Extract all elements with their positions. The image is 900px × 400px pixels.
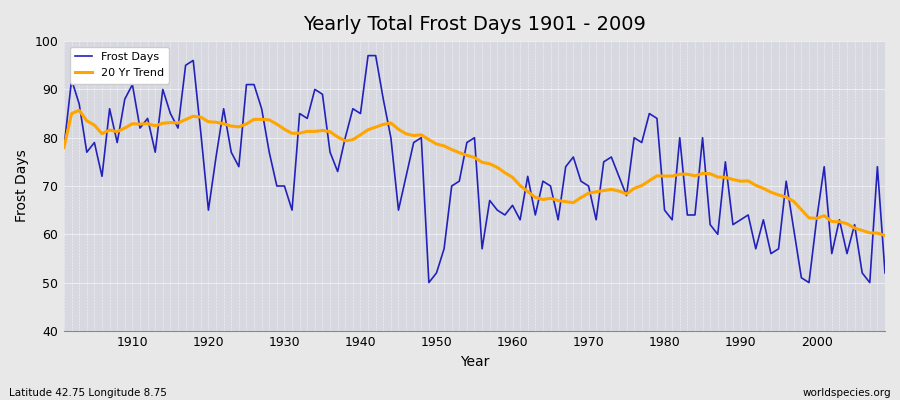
Y-axis label: Frost Days: Frost Days [15,150,29,222]
Frost Days [614,174,625,179]
20 Yr Trend [58,145,69,150]
Line: Frost Days: Frost Days [64,56,885,282]
20 Yr Trend [294,131,305,136]
Frost Days [332,169,343,174]
20 Yr Trend [515,183,526,188]
Frost Days [58,145,69,150]
Frost Days [286,208,297,212]
20 Yr Trend [74,108,85,113]
Frost Days [363,53,374,58]
Legend: Frost Days, 20 Yr Trend: Frost Days, 20 Yr Trend [69,47,169,84]
Frost Days [120,97,130,102]
20 Yr Trend [340,138,351,143]
20 Yr Trend [127,121,138,126]
20 Yr Trend [606,187,616,192]
20 Yr Trend [507,175,517,180]
20 Yr Trend [879,233,890,238]
Frost Days [522,174,533,179]
X-axis label: Year: Year [460,355,490,369]
Frost Days [515,218,526,222]
Title: Yearly Total Frost Days 1901 - 2009: Yearly Total Frost Days 1901 - 2009 [303,15,646,34]
Frost Days [879,270,890,275]
Line: 20 Yr Trend: 20 Yr Trend [64,110,885,236]
Text: worldspecies.org: worldspecies.org [803,388,891,398]
Text: Latitude 42.75 Longitude 8.75: Latitude 42.75 Longitude 8.75 [9,388,166,398]
Frost Days [424,280,435,285]
